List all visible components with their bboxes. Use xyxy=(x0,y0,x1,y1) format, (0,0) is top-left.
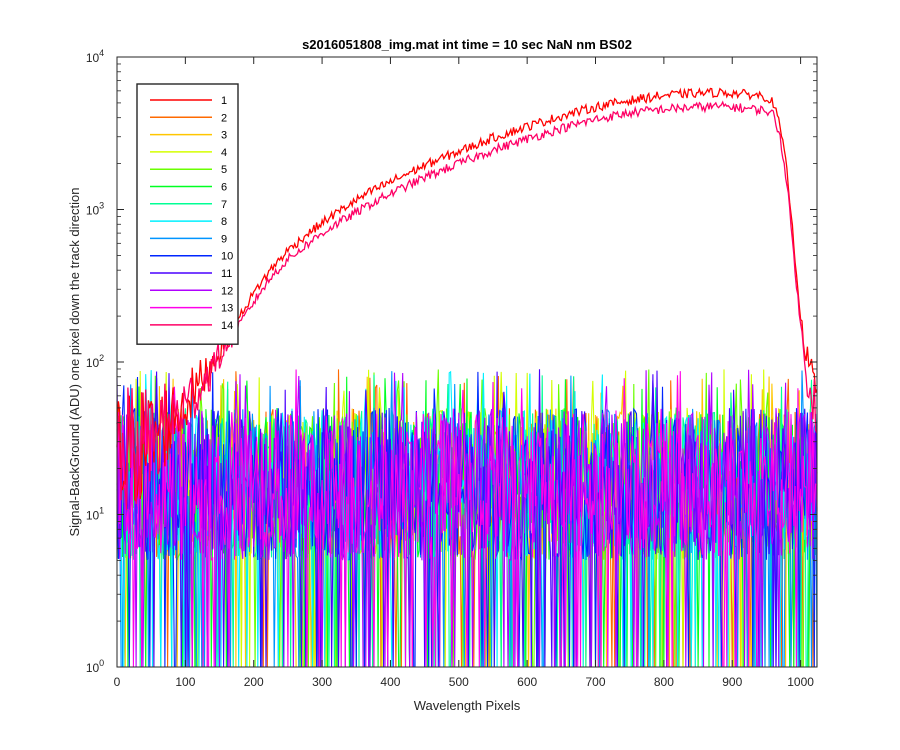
legend-label-11: 11 xyxy=(221,268,232,280)
y-tick-label-3: 103 xyxy=(86,201,104,218)
x-axis-label: Wavelength Pixels xyxy=(414,698,521,713)
legend-label-4: 4 xyxy=(221,147,227,159)
y-tick-label-1: 101 xyxy=(86,506,104,523)
x-tick-label-600: 600 xyxy=(517,675,537,689)
legend-label-6: 6 xyxy=(221,182,227,194)
x-tick-label-400: 400 xyxy=(380,675,400,689)
legend-label-5: 5 xyxy=(221,164,227,176)
ticks-layer: 0 100 200 300 400 500 600 700 800 900 100010010110… xyxy=(86,48,817,689)
y-tick-label-4: 104 xyxy=(86,48,104,65)
x-tick-label-300: 300 xyxy=(312,675,332,689)
x-tick-label-0: 0 xyxy=(114,675,121,689)
x-tick-label-1000: 1000 xyxy=(787,675,814,689)
legend-label-14: 14 xyxy=(221,320,233,332)
legend-label-1: 1 xyxy=(221,95,227,107)
y-tick-label-2: 102 xyxy=(86,353,104,370)
legend-label-7: 7 xyxy=(221,199,227,211)
y-tick-label-0: 100 xyxy=(86,658,104,675)
legend-label-10: 10 xyxy=(221,251,233,263)
x-tick-label-700: 700 xyxy=(586,675,606,689)
legend-label-3: 3 xyxy=(221,130,227,142)
x-tick-label-900: 900 xyxy=(722,675,742,689)
chart-title: s2016051808_img.mat int time = 10 sec Na… xyxy=(302,37,632,52)
legend-label-8: 8 xyxy=(221,216,227,228)
x-tick-label-800: 800 xyxy=(654,675,674,689)
y-axis-label: Signal-BackGround (ADU) one pixel down t… xyxy=(67,187,82,536)
legend-label-9: 9 xyxy=(221,233,227,245)
legend-label-13: 13 xyxy=(221,303,233,315)
legend-label-12: 12 xyxy=(221,285,233,297)
legend-label-2: 2 xyxy=(221,112,227,124)
x-tick-label-500: 500 xyxy=(449,675,469,689)
x-tick-label-200: 200 xyxy=(244,675,264,689)
x-tick-label-100: 100 xyxy=(175,675,195,689)
legend-box xyxy=(136,83,239,345)
